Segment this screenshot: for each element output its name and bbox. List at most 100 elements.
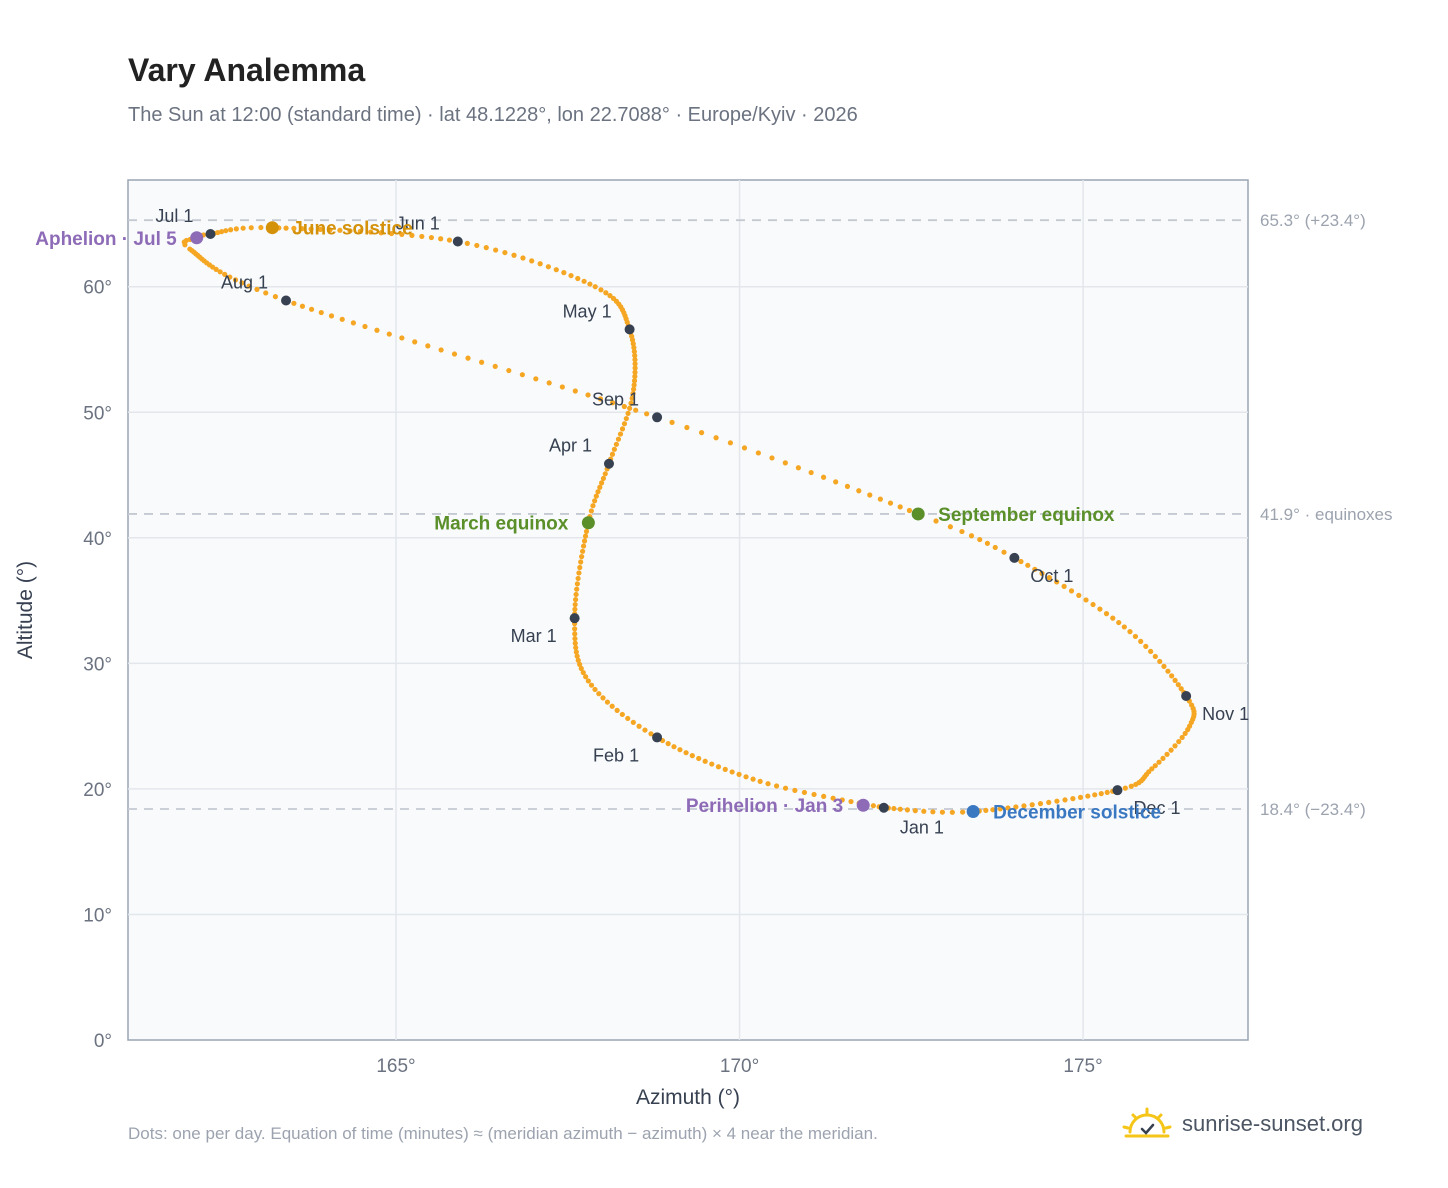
daily-sun-dot [572, 596, 579, 603]
month-marker-dot [1181, 691, 1192, 701]
daily-sun-dot [572, 601, 578, 608]
daily-sun-dot [502, 249, 508, 256]
daily-sun-dot [572, 626, 578, 632]
brand-name: sunrise-sunset.org [1182, 1111, 1363, 1136]
daily-sun-dot [1037, 801, 1044, 807]
daily-sun-dot [669, 419, 675, 425]
daily-sun-dot [1076, 592, 1082, 598]
daily-sun-dot [585, 678, 591, 684]
event-marker-dot [265, 221, 279, 235]
daily-sun-dot [904, 807, 911, 813]
daily-sun-dot [511, 252, 517, 258]
daily-sun-dot [632, 365, 638, 371]
daily-sun-dot [1185, 727, 1191, 733]
month-marker-dot [205, 228, 216, 239]
daily-sun-dot [578, 559, 584, 565]
daily-sun-dot [629, 395, 635, 401]
daily-sun-dot [573, 649, 579, 655]
daily-sun-dot [474, 242, 480, 249]
daily-sun-dot [839, 797, 845, 803]
daily-sun-dot [1062, 797, 1068, 803]
daily-sun-dot [574, 581, 580, 587]
daily-sun-dot [575, 657, 581, 663]
daily-sun-dot [399, 335, 405, 341]
daily-sun-dot [248, 225, 254, 231]
month-marker-dot [1112, 785, 1123, 796]
month-marker-dot [569, 613, 580, 624]
daily-sun-dot [553, 267, 559, 273]
daily-sun-dot [702, 758, 708, 764]
daily-sun-dot [582, 533, 589, 539]
daily-sun-dot [232, 277, 239, 283]
x-axis-title: Azimuth (°) [636, 1086, 740, 1109]
daily-sun-dot [1005, 805, 1011, 811]
daily-sun-dot [631, 382, 637, 388]
brand-logo[interactable]: sunrise-sunset.org [1120, 1100, 1363, 1148]
daily-sun-dot [683, 750, 689, 756]
month-marker-label: Dec 1 [1133, 798, 1180, 818]
daily-sun-dot [621, 421, 628, 427]
daily-sun-dot [182, 242, 188, 248]
month-marker-label: Jan 1 [900, 818, 944, 838]
daily-sun-dot [1046, 575, 1052, 581]
daily-sun-dot [603, 290, 609, 296]
x-tick-label: 165° [376, 1056, 415, 1077]
daily-sun-dot [625, 410, 631, 416]
daily-sun-dot [1085, 793, 1091, 799]
daily-sun-dot [1138, 638, 1144, 644]
daily-sun-dot [357, 228, 363, 234]
daily-sun-dot [299, 226, 305, 232]
daily-sun-dot [1172, 743, 1178, 749]
daily-sun-dot [636, 723, 642, 729]
daily-sun-dot [727, 440, 734, 446]
daily-sun-dot [1083, 597, 1089, 603]
daily-sun-dot [1013, 804, 1019, 810]
daily-sun-dot [933, 518, 939, 524]
daily-sun-dot [213, 266, 219, 272]
daily-sun-dot [339, 316, 345, 322]
y-tick-label: 10° [83, 905, 112, 926]
daily-sun-dot [585, 392, 591, 398]
daily-sun-dot [891, 805, 897, 812]
daily-sun-dot [630, 390, 636, 397]
daily-sun-dot [1152, 653, 1158, 660]
daily-sun-dot [773, 783, 780, 789]
daily-sun-dot [579, 548, 586, 554]
daily-sun-dot [272, 294, 279, 300]
daily-sun-dot [715, 764, 722, 770]
footnote: Dots: one per day. Equation of time (min… [128, 1124, 878, 1143]
daily-sun-dot [590, 503, 596, 509]
y-tick-label: 60° [83, 278, 112, 299]
daily-sun-dot [328, 313, 335, 319]
daily-sun-dot [689, 753, 695, 759]
daily-sun-dot [600, 475, 607, 482]
daily-sun-dot [619, 426, 626, 432]
daily-sun-dot [782, 785, 789, 791]
daily-sun-dot [593, 493, 599, 499]
daily-sun-dot [713, 435, 719, 441]
daily-sun-dot [465, 355, 471, 361]
event-marker-dot [190, 231, 204, 245]
daily-sun-dot [631, 345, 637, 351]
event-marker-label: September equinox [938, 505, 1115, 526]
daily-sun-dot [580, 669, 586, 676]
daily-sun-dot [906, 507, 913, 514]
month-marker-label: Feb 1 [593, 745, 639, 765]
daily-sun-dot [579, 554, 585, 560]
daily-sun-dot [1169, 673, 1175, 679]
daily-sun-dot [1157, 658, 1163, 665]
daily-sun-dot [409, 232, 415, 238]
daily-sun-dot [613, 441, 620, 447]
daily-sun-dot [867, 492, 873, 498]
daily-sun-dot [1132, 633, 1139, 640]
daily-sun-dot [1092, 792, 1098, 798]
daily-sun-dot [604, 699, 611, 705]
month-marker-label: Oct 1 [1030, 566, 1073, 586]
daily-sun-dot [1127, 629, 1133, 635]
event-marker-label: December solstice [993, 803, 1161, 824]
daily-sun-dot [576, 570, 582, 576]
daily-sun-dot [610, 295, 617, 302]
page-title: Vary Analemma [128, 52, 366, 88]
daily-sun-dot [327, 227, 333, 233]
daily-sun-dot [930, 809, 936, 815]
